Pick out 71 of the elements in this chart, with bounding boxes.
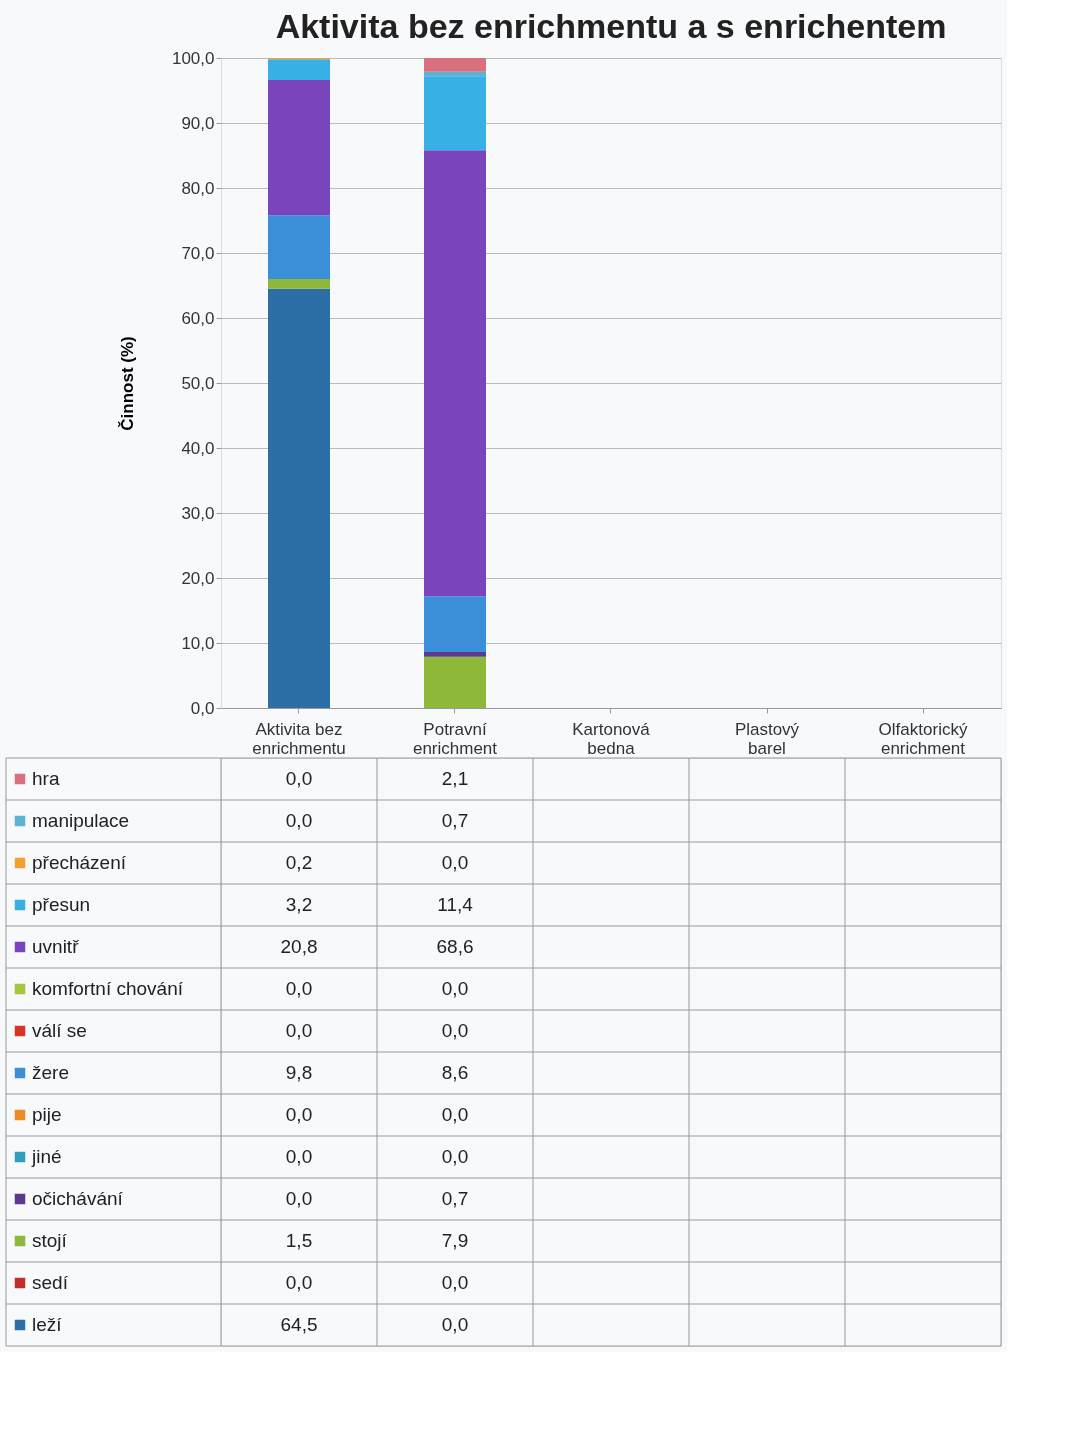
legend-label: komfortní chování — [32, 978, 184, 999]
legend-label: jiné — [31, 1146, 62, 1167]
bar — [424, 58, 486, 72]
data-label: 0,7 — [441, 810, 469, 831]
data-label: 0,0 — [441, 1146, 469, 1167]
legend-label: sedí — [32, 1272, 69, 1293]
legend-label: válí se — [32, 1020, 87, 1041]
data-label: 0,0 — [285, 1020, 313, 1041]
data-label: 7,9 — [441, 1230, 469, 1251]
data-label: 0,0 — [285, 768, 313, 789]
data-label: 0,0 — [285, 978, 313, 999]
legend-label: přesun — [32, 894, 91, 915]
bar — [424, 76, 486, 151]
x-tick-label: Plastový barel — [734, 719, 800, 758]
data-label: 0,7 — [441, 1188, 469, 1209]
x-tick-label: Aktivita bez enrichmentu — [252, 719, 346, 758]
bar — [268, 59, 330, 81]
data-label: 0,0 — [285, 1146, 313, 1167]
data-label: 1,5 — [285, 1230, 313, 1251]
data-label: 0,0 — [441, 852, 469, 873]
data-label: 9,8 — [285, 1062, 313, 1083]
legend-label: žere — [32, 1062, 69, 1083]
y-tick-label: 50,0 — [181, 373, 215, 393]
data-label: 3,2 — [285, 894, 313, 915]
y-tick-label: 10,0 — [181, 633, 215, 653]
bar — [268, 80, 330, 216]
data-label: 0,2 — [285, 852, 313, 873]
y-tick-label: 40,0 — [181, 438, 215, 458]
data-label: 0,0 — [285, 1272, 313, 1293]
data-label: 0,0 — [441, 1314, 469, 1335]
bar — [268, 279, 330, 289]
legend-label: leží — [32, 1314, 63, 1335]
legend-label: hra — [32, 768, 60, 789]
y-tick-label: 60,0 — [181, 308, 215, 328]
legend-label: pije — [32, 1104, 62, 1125]
data-label: 0,0 — [285, 1104, 313, 1125]
bar — [424, 656, 486, 708]
y-tick-label: 0,0 — [190, 698, 215, 718]
y-tick-label: 100,0 — [171, 48, 215, 68]
data-label: 11,4 — [437, 894, 474, 915]
y-tick-label: 30,0 — [181, 503, 215, 523]
x-tick-label: Olfaktorický enrichment — [878, 719, 968, 758]
data-label: 0,0 — [441, 1272, 469, 1293]
data-label: 0,0 — [441, 1104, 469, 1125]
x-tick-label: Potravní enrichment — [412, 719, 498, 758]
data-label: 8,6 — [441, 1062, 469, 1083]
legend-label: přecházení — [32, 852, 127, 873]
legend-label: uvnitř — [32, 936, 80, 957]
y-tick-label: 90,0 — [181, 113, 215, 133]
data-label: 0,0 — [441, 978, 469, 999]
chart-title: Aktivita bez enrichmentu a s enrichentem — [275, 7, 947, 45]
bar — [268, 288, 330, 708]
data-label: 0,0 — [441, 1020, 469, 1041]
data-label: 2,1 — [441, 768, 469, 789]
data-label: 0,0 — [285, 1188, 313, 1209]
y-axis-title: Činnost (%) — [117, 336, 137, 431]
legend-label: očichávání — [32, 1188, 124, 1209]
legend-label: manipulace — [32, 810, 130, 831]
bar — [424, 596, 486, 653]
bar — [268, 215, 330, 279]
data-label: 0,0 — [285, 810, 313, 831]
data-label: 68,6 — [436, 936, 474, 957]
x-tick-label: Kartonová bedna — [572, 719, 651, 758]
bar — [424, 150, 486, 597]
data-label: 64,5 — [280, 1314, 318, 1335]
y-tick-label: 80,0 — [181, 178, 215, 198]
y-tick-label: 70,0 — [181, 243, 215, 263]
bar — [424, 652, 486, 657]
data-label: 20,8 — [280, 936, 318, 957]
legend-label: stojí — [32, 1230, 68, 1251]
y-tick-label: 20,0 — [181, 568, 215, 588]
